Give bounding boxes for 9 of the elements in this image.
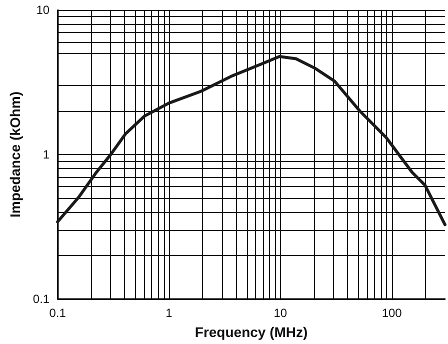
y-tick-label: 10: [36, 3, 50, 17]
y-tick-label: 0.1: [32, 292, 50, 306]
x-tick-label: 0.1: [49, 306, 66, 320]
y-axis-title: Impedance (kOhm): [7, 91, 23, 218]
x-axis-title: Frequency (MHz): [194, 324, 308, 340]
x-tick-label: 1: [166, 306, 173, 320]
x-tick-label: 100: [382, 306, 402, 320]
x-tick-label: 10: [274, 306, 288, 320]
y-tick-label: 1: [42, 148, 50, 162]
